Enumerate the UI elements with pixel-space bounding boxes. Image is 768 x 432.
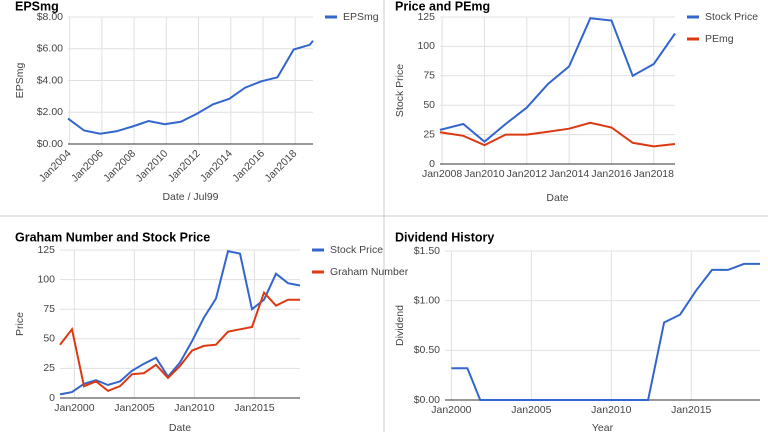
- x-tick-label: Jan2010: [174, 402, 214, 414]
- legend-label: EPSmg: [343, 11, 379, 23]
- x-tick-label: Jan2005: [114, 402, 154, 414]
- y-tick-label: $0.50: [414, 344, 440, 356]
- y-tick-label: 25: [423, 128, 435, 140]
- series-line: [439, 121, 676, 148]
- x-tick-label: Jan2010: [591, 404, 631, 416]
- x-tick-label: Jan2008: [422, 168, 462, 180]
- x-tick-label: Jan2012: [166, 147, 203, 184]
- x-tick-label: Jan2010: [464, 168, 504, 180]
- y-tick-label: 100: [37, 273, 55, 285]
- chart-title: Price and PEmg: [395, 0, 490, 13]
- x-axis-title: Date: [546, 192, 568, 204]
- x-axis-title: Date: [169, 422, 191, 432]
- legend-label: Stock Price: [330, 244, 383, 256]
- x-tick-label: Jan2010: [133, 147, 170, 184]
- y-axis-title: EPSmg: [14, 63, 26, 99]
- y-tick-label: $2.00: [37, 106, 63, 118]
- y-tick-label: 50: [43, 333, 55, 345]
- series-line: [451, 262, 760, 401]
- y-tick-label: $8.00: [37, 11, 63, 23]
- y-tick-label: $0.00: [37, 138, 63, 150]
- x-tick-label: Jan2000: [431, 404, 471, 416]
- y-tick-label: 125: [417, 11, 435, 23]
- x-tick-label: Jan2016: [230, 147, 267, 184]
- x-tick-label: Jan2005: [511, 404, 551, 416]
- x-tick-label: Jan2018: [262, 147, 299, 184]
- x-tick-label: Jan2008: [101, 147, 138, 184]
- y-tick-label: 75: [423, 70, 435, 82]
- x-tick-label: Jan2015: [671, 404, 711, 416]
- y-tick-label: 25: [43, 362, 55, 374]
- legend-label: PEmg: [705, 33, 734, 45]
- legend-label: Stock Price: [705, 11, 758, 23]
- y-tick-label: $0.00: [414, 394, 440, 406]
- y-axis-title: Price: [14, 312, 26, 336]
- y-tick-label: 0: [49, 392, 55, 404]
- x-axis-title: Date / Jul99: [162, 191, 218, 203]
- y-tick-label: $1.50: [414, 245, 440, 257]
- chart-title: EPSmg: [15, 0, 59, 13]
- y-tick-label: $4.00: [37, 74, 63, 86]
- x-tick-label: Jan2006: [69, 147, 106, 184]
- series-line: [67, 40, 314, 135]
- x-axis-title: Year: [592, 422, 614, 432]
- y-tick-label: 100: [417, 40, 435, 52]
- y-tick-label: $1.00: [414, 294, 440, 306]
- y-tick-label: 75: [43, 303, 55, 315]
- x-tick-label: Jan2004: [37, 147, 74, 184]
- series-line: [59, 290, 300, 393]
- chart-title: Graham Number and Stock Price: [15, 230, 210, 244]
- series-line: [439, 17, 676, 144]
- y-tick-label: 125: [37, 244, 55, 256]
- y-axis-title: Dividend: [394, 305, 406, 346]
- x-tick-label: Jan2014: [549, 168, 589, 180]
- y-tick-label: $6.00: [37, 43, 63, 55]
- x-tick-label: Jan2012: [507, 168, 547, 180]
- y-tick-label: 50: [423, 99, 435, 111]
- series-line: [59, 250, 301, 396]
- x-tick-label: Jan2000: [54, 402, 94, 414]
- x-tick-label: Jan2018: [634, 168, 674, 180]
- x-tick-label: Jan2015: [234, 402, 274, 414]
- legend-label: Graham Number: [330, 266, 409, 278]
- y-axis-title: Stock Price: [394, 64, 406, 117]
- chart-title: Dividend History: [395, 230, 494, 244]
- y-tick-label: 0: [429, 158, 435, 170]
- x-tick-label: Jan2016: [591, 168, 631, 180]
- x-tick-label: Jan2014: [198, 147, 235, 184]
